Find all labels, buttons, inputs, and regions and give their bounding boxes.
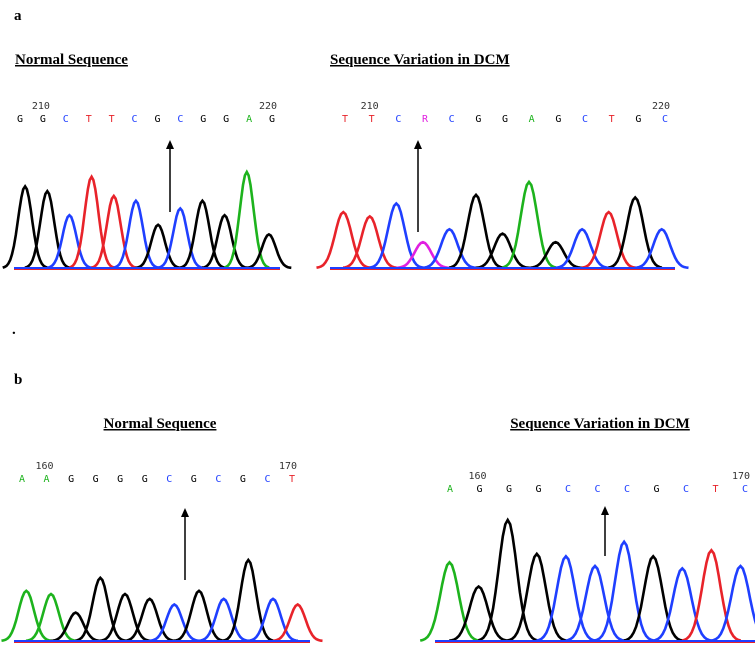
position-number: 210 bbox=[361, 101, 379, 112]
trace-peak bbox=[114, 201, 159, 268]
base-call: C bbox=[582, 114, 588, 125]
trace-peak bbox=[26, 594, 76, 641]
trace-peak bbox=[247, 234, 292, 267]
base-call: C bbox=[683, 484, 689, 495]
arrow-head bbox=[181, 508, 189, 517]
position-number: 210 bbox=[32, 101, 50, 112]
panel-label: a bbox=[14, 8, 22, 24]
base-call: T bbox=[369, 114, 375, 125]
trace-peak bbox=[449, 195, 503, 268]
base-call: G bbox=[40, 114, 46, 125]
base-call: G bbox=[535, 484, 541, 495]
base-call: G bbox=[506, 484, 512, 495]
base-call: C bbox=[177, 114, 183, 125]
trace-peak bbox=[635, 229, 689, 267]
base-call: C bbox=[132, 114, 138, 125]
arrow-head bbox=[601, 506, 609, 515]
base-call: G bbox=[223, 114, 229, 125]
base-call: G bbox=[117, 474, 123, 485]
sequence-title: Normal Sequence bbox=[15, 52, 128, 68]
base-call: G bbox=[240, 474, 246, 485]
base-call: G bbox=[653, 484, 659, 495]
panel-label: b bbox=[14, 372, 22, 388]
base-call: A bbox=[246, 114, 252, 125]
trace-peak bbox=[476, 234, 530, 268]
base-call: A bbox=[529, 114, 535, 125]
base-call: G bbox=[476, 484, 482, 495]
base-call: A bbox=[19, 474, 25, 485]
base-call: C bbox=[395, 114, 401, 125]
base-call: A bbox=[447, 484, 453, 495]
base-call: T bbox=[342, 114, 348, 125]
base-call: A bbox=[44, 474, 50, 485]
base-call: C bbox=[742, 484, 748, 495]
base-call: T bbox=[289, 474, 295, 485]
base-call: G bbox=[93, 474, 99, 485]
arrow-head bbox=[414, 140, 422, 149]
base-call: R bbox=[422, 114, 429, 125]
position-number: 220 bbox=[259, 101, 277, 112]
position-number: 170 bbox=[279, 461, 297, 472]
base-call: G bbox=[635, 114, 641, 125]
base-call: T bbox=[86, 114, 92, 125]
position-number: 160 bbox=[468, 471, 486, 482]
arrow-head bbox=[166, 140, 174, 149]
trace-peak bbox=[51, 613, 101, 641]
base-call: G bbox=[68, 474, 74, 485]
base-call: G bbox=[142, 474, 148, 485]
position-number: 220 bbox=[652, 101, 670, 112]
base-call: G bbox=[475, 114, 481, 125]
base-call: C bbox=[565, 484, 571, 495]
base-call: G bbox=[200, 114, 206, 125]
base-call: C bbox=[624, 484, 630, 495]
base-call: G bbox=[269, 114, 275, 125]
trace-peak bbox=[224, 172, 269, 268]
base-call: G bbox=[17, 114, 23, 125]
position-number: 160 bbox=[36, 461, 54, 472]
sequence-title: Sequence Variation in DCM bbox=[330, 52, 510, 68]
base-call: C bbox=[264, 474, 270, 485]
base-call: T bbox=[109, 114, 115, 125]
base-call: C bbox=[215, 474, 221, 485]
trace-peak bbox=[423, 229, 477, 267]
figure: a . b Normal Sequence G G C T T C G C G G A G 210 220 S… bbox=[0, 0, 755, 646]
base-call: C bbox=[662, 114, 668, 125]
base-call: C bbox=[594, 484, 600, 495]
base-call: T bbox=[712, 484, 718, 495]
trace-peak bbox=[502, 182, 556, 268]
base-call: C bbox=[63, 114, 69, 125]
base-call: C bbox=[449, 114, 455, 125]
position-number: 170 bbox=[732, 471, 750, 482]
base-call: G bbox=[154, 114, 160, 125]
trace-peak bbox=[224, 560, 274, 641]
separator: . bbox=[12, 322, 16, 338]
base-call: G bbox=[555, 114, 561, 125]
sequence-title: Normal Sequence bbox=[104, 416, 217, 432]
base-call: T bbox=[609, 114, 615, 125]
base-call: C bbox=[166, 474, 172, 485]
base-call: G bbox=[502, 114, 508, 125]
base-call: G bbox=[191, 474, 197, 485]
sequence-title: Sequence Variation in DCM bbox=[510, 416, 690, 432]
